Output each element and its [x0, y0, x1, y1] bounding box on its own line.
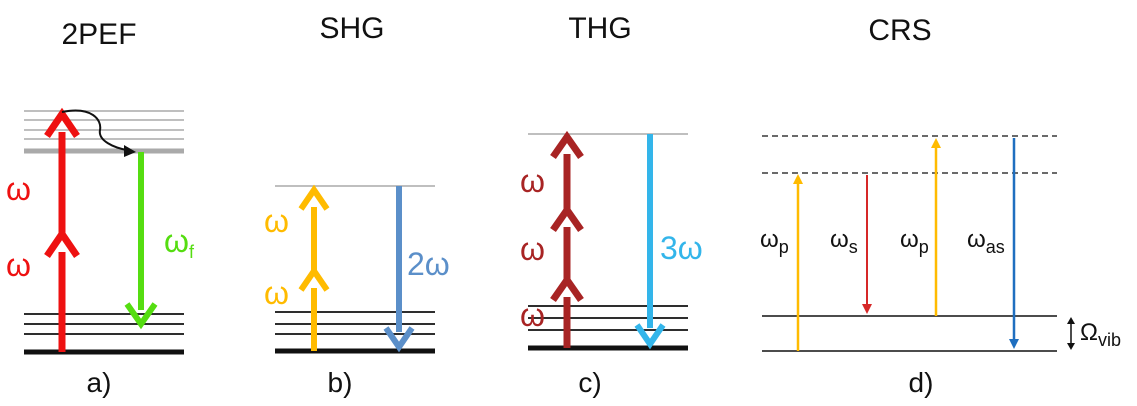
excitation-arrow-3: [550, 130, 584, 213]
excitation-arrow-2: [550, 203, 584, 283]
label-omega-vib-sub: vib: [1098, 330, 1121, 350]
label-omega-upper: ω: [264, 203, 289, 239]
panel-title-thg: THG: [568, 12, 631, 45]
label-omega-lower: ω: [6, 247, 31, 283]
ground-levels: [24, 313, 184, 355]
label-omega-p-pump-main: ω: [760, 226, 779, 253]
emission-arrow-2omega: [383, 186, 415, 353]
panel-thg: THG ω ω ω 3ω c): [520, 12, 703, 398]
label-omega-s: ωs: [830, 226, 858, 257]
panel-2pef: 2PEF: [6, 18, 195, 398]
label-omega-s-sub: s: [849, 237, 858, 257]
label-omega-p-probe-sub: p: [919, 237, 929, 257]
label-omega-p-pump: ωp: [760, 226, 789, 257]
fluorescence-arrow: [124, 152, 158, 330]
panel-caption-c: c): [578, 367, 601, 398]
panel-title-crs: CRS: [868, 14, 931, 47]
label-omega-as-main: ω: [967, 226, 986, 253]
excitation-arrow-1: [550, 273, 584, 348]
label-omega-as-sub: as: [986, 237, 1005, 257]
relaxation-arrow: [61, 109, 136, 157]
probe-arrow: [931, 138, 941, 316]
panel-caption-d: d): [909, 367, 934, 398]
label-omega-top: ω: [520, 163, 545, 199]
label-omega-lower: ω: [264, 275, 289, 311]
panel-shg: SHG ω ω 2ω b): [264, 12, 450, 398]
excitation-arrow-lower: [298, 265, 330, 351]
label-omega-as: ωas: [967, 226, 1005, 257]
label-omega-f-sub: f: [189, 242, 195, 262]
label-omega-middle: ω: [520, 231, 545, 267]
label-omega-f-main: ω: [164, 223, 189, 259]
label-3omega: 3ω: [660, 230, 703, 266]
emission-arrow-3omega: [634, 134, 666, 350]
panel-caption-b: b): [328, 367, 353, 398]
label-omega-bottom: ω: [520, 297, 545, 333]
excitation-arrow-upper: [44, 107, 80, 236]
panel-caption-a: a): [87, 367, 112, 398]
label-omega-f: ωf: [164, 223, 195, 262]
label-omega-upper: ω: [6, 171, 31, 207]
panel-crs: CRS ωp: [760, 14, 1121, 398]
label-omega-vib: Ωvib: [1080, 319, 1121, 350]
label-omega-p-probe-main: ω: [900, 226, 919, 253]
stokes-arrow: [862, 175, 872, 314]
label-omega-s-main: ω: [830, 226, 849, 253]
panel-title-2pef: 2PEF: [61, 18, 136, 51]
label-omega-p-pump-sub: p: [779, 237, 789, 257]
panel-title-shg: SHG: [319, 12, 384, 45]
anti-stokes-arrow: [1009, 138, 1019, 349]
excitation-arrow-upper: [298, 184, 330, 273]
label-omega-p-probe: ωp: [900, 226, 929, 257]
ground-levels: [528, 305, 688, 351]
label-2omega: 2ω: [407, 246, 450, 282]
pump-arrow: [793, 174, 803, 351]
vibrational-gap-indicator: [1067, 317, 1075, 350]
label-omega-vib-main: Ω: [1080, 319, 1098, 346]
